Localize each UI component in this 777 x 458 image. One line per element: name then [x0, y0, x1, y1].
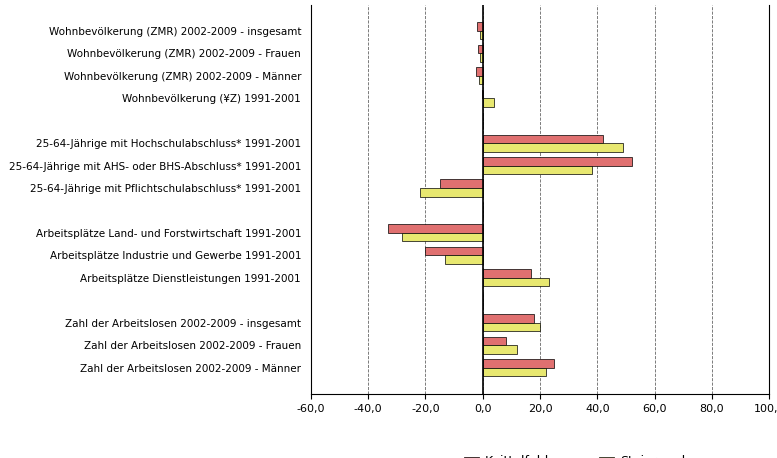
- Bar: [483, 323, 540, 331]
- Bar: [483, 135, 603, 143]
- Bar: [483, 157, 632, 165]
- Bar: [445, 256, 483, 264]
- Bar: [480, 53, 483, 62]
- Bar: [482, 90, 483, 98]
- Bar: [388, 224, 483, 233]
- Bar: [480, 31, 483, 39]
- Bar: [479, 45, 483, 53]
- Bar: [483, 345, 517, 354]
- Bar: [483, 337, 506, 345]
- Bar: [420, 188, 483, 196]
- Bar: [426, 247, 483, 256]
- Bar: [402, 233, 483, 241]
- Bar: [440, 180, 483, 188]
- Bar: [483, 278, 549, 286]
- Bar: [476, 67, 483, 76]
- Bar: [483, 165, 591, 174]
- Bar: [479, 76, 483, 84]
- Bar: [483, 359, 554, 368]
- Bar: [483, 143, 623, 152]
- Bar: [483, 269, 531, 278]
- Bar: [483, 368, 545, 376]
- Bar: [477, 22, 483, 31]
- Bar: [483, 314, 535, 323]
- Bar: [483, 98, 494, 107]
- Legend: Knittelfeld, Steiermark: Knittelfeld, Steiermark: [458, 450, 695, 458]
